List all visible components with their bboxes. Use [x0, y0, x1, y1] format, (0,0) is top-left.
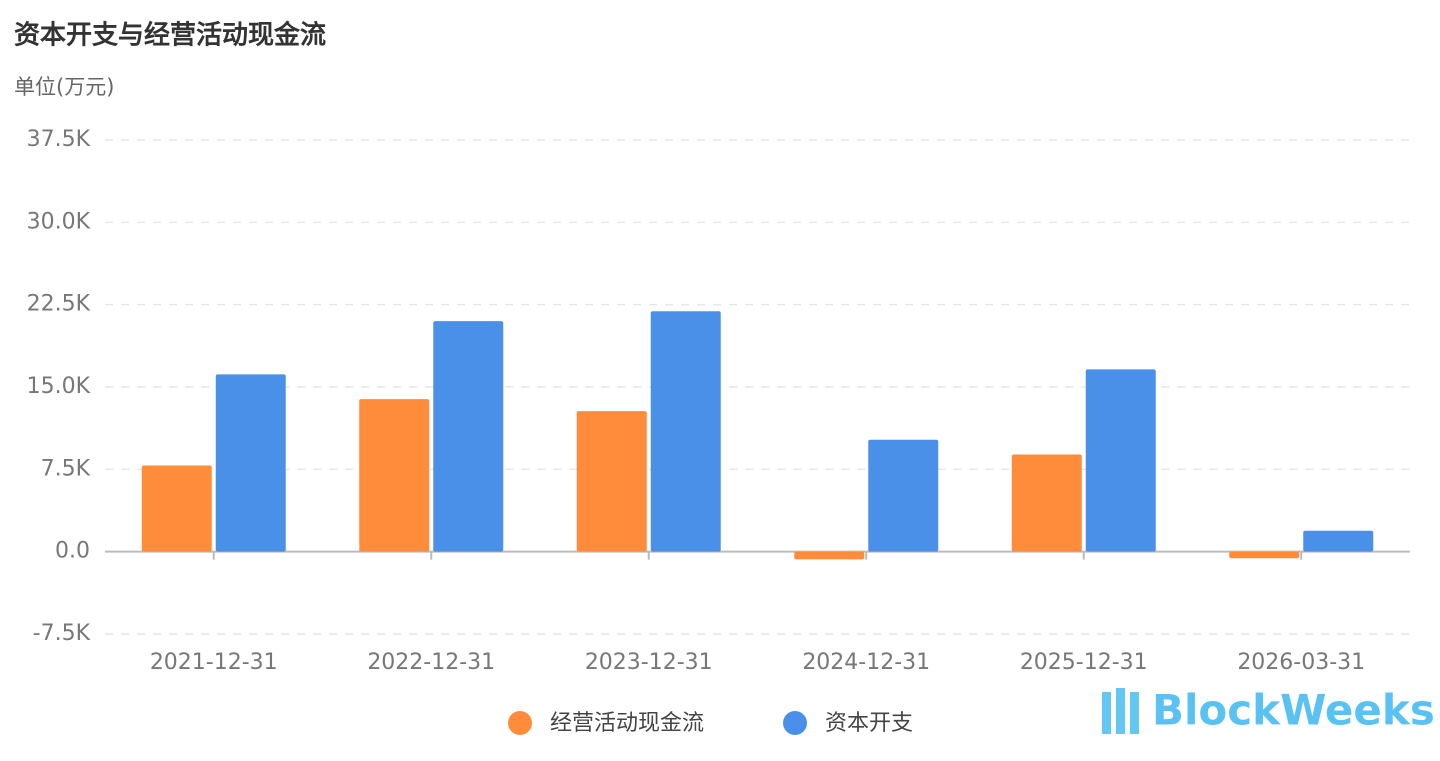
legend-marker — [783, 711, 807, 735]
x-tick-label: 2023-12-31 — [585, 650, 713, 675]
bar — [433, 321, 504, 552]
watermark: BlockWeeks — [1152, 686, 1435, 735]
legend-label: 资本开支 — [825, 711, 913, 736]
x-tick-label: 2025-12-31 — [1020, 650, 1148, 675]
bar — [1011, 454, 1082, 552]
bar — [1229, 551, 1300, 559]
y-tick-label: 30.0K — [27, 209, 91, 234]
bar — [794, 551, 865, 560]
x-tick-label: 2026-03-31 — [1237, 650, 1365, 675]
y-tick-label: 0.0 — [55, 539, 90, 564]
bar — [1303, 530, 1374, 552]
bar — [650, 311, 721, 552]
chart-subtitle: 单位(万元) — [14, 75, 114, 99]
y-tick-label: 37.5K — [27, 127, 91, 152]
y-tick-label: 7.5K — [41, 456, 91, 481]
bar — [359, 399, 430, 552]
bar — [868, 439, 939, 552]
y-tick-label: 15.0K — [27, 374, 91, 399]
bar — [215, 374, 286, 552]
bar — [576, 411, 647, 552]
bar — [1085, 369, 1156, 552]
legend-label: 经营活动现金流 — [550, 711, 704, 736]
chart-title: 资本开支与经营活动现金流 — [14, 20, 326, 51]
x-tick-label: 2022-12-31 — [367, 650, 495, 675]
watermark-logo — [1102, 688, 1139, 734]
y-tick-label: 22.5K — [27, 292, 91, 317]
x-tick-label: 2021-12-31 — [150, 650, 278, 675]
x-tick-label: 2024-12-31 — [802, 650, 930, 675]
bar — [141, 465, 212, 552]
legend-marker — [508, 711, 532, 735]
y-tick-label: -7.5K — [33, 621, 91, 646]
